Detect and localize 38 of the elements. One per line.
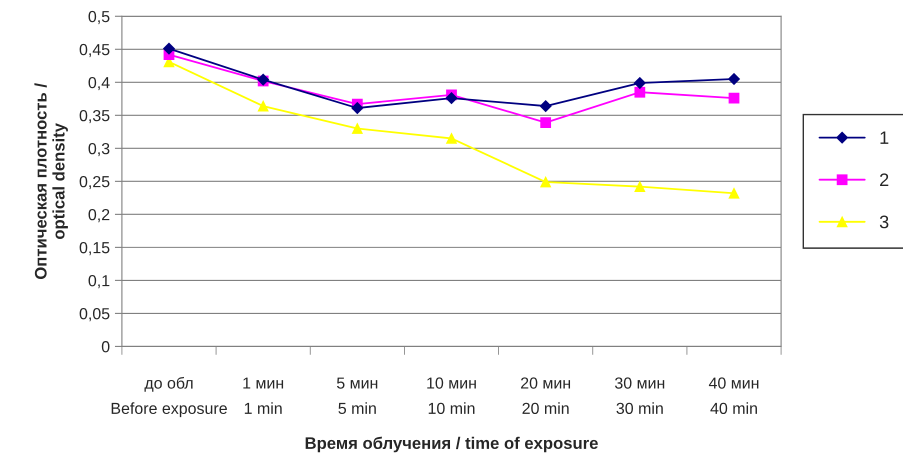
y-tick-label: 0,25 bbox=[80, 176, 110, 190]
x-tick-label: 40 мин 40 min bbox=[708, 377, 758, 414]
point bbox=[540, 117, 552, 128]
y-tick-label: 0,35 bbox=[80, 110, 110, 124]
x-tick-label: 20 мин 20 min bbox=[521, 377, 570, 414]
y-tick-label: 0,2 bbox=[88, 209, 110, 222]
legend-label: 3 bbox=[880, 216, 888, 228]
point bbox=[728, 188, 740, 199]
point bbox=[728, 92, 740, 104]
legend-label: 2 bbox=[880, 173, 888, 186]
y-tick-label: 0,45 bbox=[80, 44, 110, 58]
point bbox=[258, 100, 269, 112]
point bbox=[634, 77, 646, 89]
legend-label: 1 bbox=[880, 131, 888, 144]
point bbox=[540, 176, 552, 188]
point bbox=[446, 92, 458, 104]
y-tick-label: 0,15 bbox=[80, 242, 110, 256]
x-tick-label: 5 мин 5 min bbox=[336, 378, 378, 414]
y-tick-label: 0 bbox=[102, 341, 110, 352]
point bbox=[163, 42, 175, 55]
x-tick-label: 1 мин 1 min bbox=[243, 378, 284, 414]
x-axis-title: Время облучения / time of exposure bbox=[306, 436, 598, 452]
y-tick-label: 0,5 bbox=[88, 10, 110, 24]
y-tick-label: 0,05 bbox=[80, 308, 110, 322]
y-tick-label: 0,3 bbox=[88, 142, 110, 156]
point bbox=[728, 73, 740, 85]
point bbox=[352, 123, 363, 134]
x-tick-label: 10 мин 10 min bbox=[427, 377, 476, 414]
y-tick-label: 0,1 bbox=[88, 275, 110, 288]
point bbox=[446, 133, 457, 144]
point bbox=[634, 86, 646, 98]
point bbox=[540, 100, 552, 112]
y-tick-label: 0,4 bbox=[88, 76, 110, 90]
point bbox=[351, 102, 364, 114]
y-axis-title: Оптическая плотность / optical density bbox=[34, 83, 68, 280]
x-tick-label: до обл Before exposure bbox=[112, 376, 227, 418]
point bbox=[634, 181, 646, 192]
x-tick-label: 30 мин 30 min bbox=[614, 377, 664, 414]
